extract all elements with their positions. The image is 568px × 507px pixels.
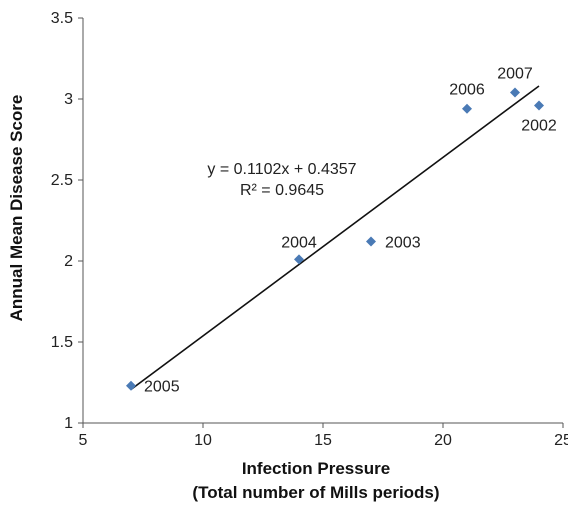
x-tick-label: 5: [79, 432, 88, 449]
trendline-equation: y = 0.1102x + 0.4357: [207, 161, 356, 178]
data-point-label: 2006: [449, 82, 485, 99]
x-tick-label: 10: [194, 432, 212, 449]
x-tick-label: 20: [434, 432, 452, 449]
data-point-label: 2004: [281, 234, 317, 251]
y-tick-label: 3.5: [51, 10, 73, 27]
trendline-group: [130, 85, 540, 391]
x-tick-label: 15: [314, 432, 332, 449]
point-labels: 2005 2004 2003 2006 2007 2002: [144, 66, 557, 396]
data-point-label: 2002: [521, 117, 557, 134]
y-axis-title: Annual Mean Disease Score: [7, 95, 26, 322]
y-tick-label: 1: [64, 415, 73, 432]
x-axis-title-line2: (Total number of Mills periods): [192, 483, 439, 502]
data-point-marker: [126, 380, 136, 391]
data-point-label: 2007: [497, 66, 533, 83]
trendline: [130, 85, 540, 391]
data-point-marker: [462, 103, 472, 114]
trendline-r-squared: R² = 0.9645: [240, 182, 324, 199]
y-tick-label: 1.5: [51, 334, 73, 351]
y-tick-label: 2: [64, 253, 73, 270]
data-point-marker: [294, 254, 304, 265]
data-point-label: 2005: [144, 379, 180, 396]
data-point-label: 2003: [385, 235, 421, 252]
data-points: [126, 87, 544, 391]
data-point-marker: [534, 100, 544, 111]
x-axis-title-line1: Infection Pressure: [242, 459, 390, 478]
data-point-marker: [366, 236, 376, 247]
data-point-marker: [510, 87, 520, 98]
y-tick-label: 2.5: [51, 172, 73, 189]
axes: 5 10 15 20 25 1 1.5 2 2.5 3 3.5: [51, 10, 568, 449]
y-tick-label: 3: [64, 91, 73, 108]
x-tick-label: 25: [554, 432, 568, 449]
